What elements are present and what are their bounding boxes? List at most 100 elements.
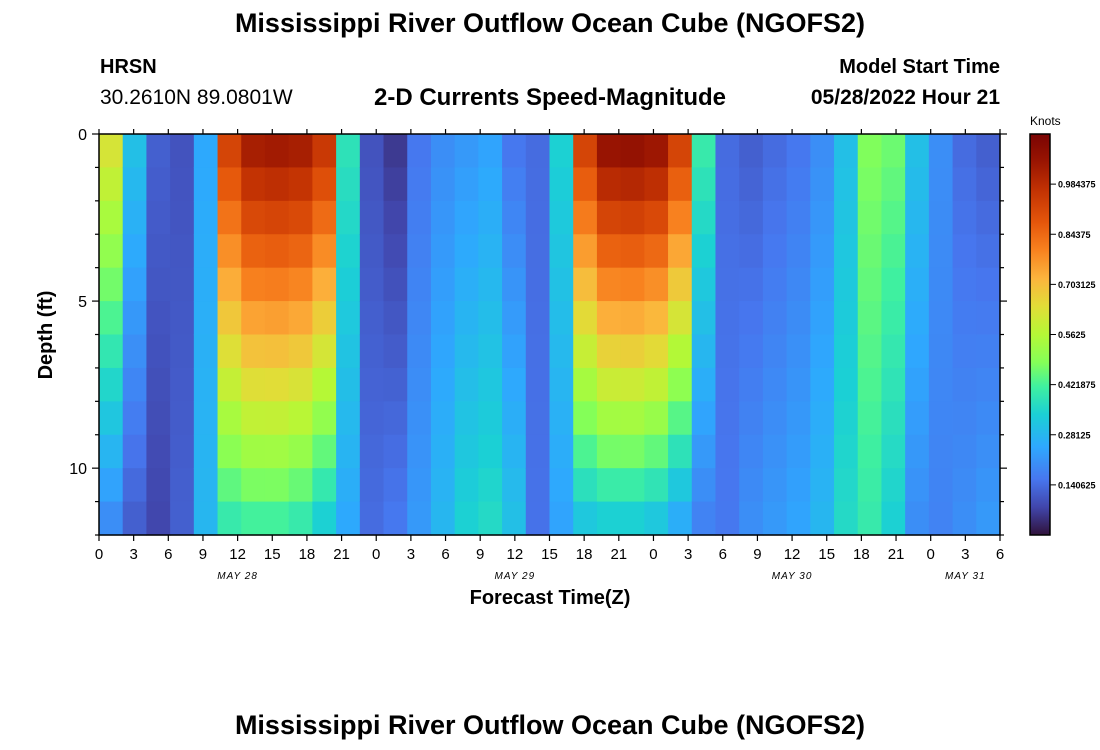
heatmap-cell (928, 134, 954, 169)
heatmap-cell (573, 267, 598, 302)
x-tick-label: 6 (719, 546, 727, 563)
heatmap-cell (99, 267, 124, 302)
heatmap-cell (691, 501, 717, 536)
heatmap-cell (762, 167, 788, 202)
date-labels: MAY 28 MAY 29 MAY 30 MAY 31 (217, 571, 984, 582)
heatmap-cell (549, 267, 574, 302)
heatmap-cell (905, 134, 930, 169)
heatmap-cell (905, 468, 930, 503)
heatmap-cell (336, 301, 361, 336)
heatmap-cell (170, 200, 195, 235)
heatmap-cell (620, 401, 645, 436)
heatmap-cell (928, 501, 954, 536)
heatmap-cell (596, 167, 622, 202)
heatmap-cell (502, 134, 527, 169)
heatmap-cell (715, 167, 740, 202)
heatmap-cell (454, 434, 479, 469)
heatmap-cell (573, 334, 598, 369)
heatmap-cell (762, 468, 788, 503)
heatmap-cell (288, 501, 313, 536)
heatmap-cell (454, 334, 479, 369)
chart-title: Mississippi River Outflow Ocean Cube (NG… (234, 8, 866, 38)
heatmap-cell (786, 401, 811, 436)
heatmap-cell (478, 468, 503, 503)
heatmap-cell (620, 501, 645, 536)
heatmap-cell (691, 234, 717, 269)
heatmap-cell (881, 134, 906, 169)
heatmap-cell (525, 301, 551, 336)
heatmap-cell (976, 301, 1001, 336)
heatmap-cell (596, 434, 622, 469)
heatmap-cell (264, 334, 290, 369)
heatmap-cell (407, 501, 432, 536)
heatmap-cell (122, 434, 148, 469)
heatmap-cell (834, 267, 859, 302)
heatmap-cell (383, 334, 408, 369)
heatmap-cell (549, 334, 574, 369)
heatmap-cell (407, 468, 432, 503)
heatmap-cell (952, 334, 977, 369)
heatmap-cell (217, 468, 242, 503)
heatmap-cell (193, 200, 219, 235)
heatmap-cell (762, 301, 788, 336)
heatmap-cell (762, 401, 788, 436)
x-tick-label: 0 (927, 546, 935, 563)
heatmap-cell (668, 434, 693, 469)
heatmap-cell (644, 468, 669, 503)
heatmap-cell (312, 234, 337, 269)
heatmap-cell (525, 167, 551, 202)
heatmap-cell (264, 267, 290, 302)
colorbar-label: Knots (1030, 114, 1061, 128)
heatmap-cell (668, 468, 693, 503)
heatmap-cell (715, 501, 740, 536)
heatmap-cell (146, 434, 171, 469)
heatmap-cell (644, 167, 669, 202)
heatmap-cell (241, 234, 266, 269)
heatmap-cell (857, 267, 883, 302)
heatmap-cell (905, 401, 930, 436)
heatmap-cell (359, 501, 385, 536)
heatmap-cell (573, 301, 598, 336)
y-tick-label: 5 (78, 294, 87, 311)
heatmap-cell (549, 200, 574, 235)
heatmap-cell (454, 234, 479, 269)
heatmap-cell (668, 234, 693, 269)
x-tick-label: 6 (441, 546, 449, 563)
x-tick-label: 9 (753, 546, 761, 563)
heatmap-cell (549, 367, 574, 402)
heatmap-cell (644, 301, 669, 336)
heatmap-cell (810, 234, 835, 269)
heatmap-cell (549, 434, 574, 469)
heatmap-cell (122, 334, 148, 369)
heatmap-cell (264, 134, 290, 169)
heatmap-cell (881, 434, 906, 469)
heatmap-cell (312, 401, 337, 436)
heatmap-cell (881, 167, 906, 202)
heatmap-cell (502, 167, 527, 202)
heatmap-cell (834, 401, 859, 436)
heatmap-cell (834, 334, 859, 369)
heatmap-cell (264, 234, 290, 269)
heatmap-cell (620, 200, 645, 235)
heatmap-cell (834, 367, 859, 402)
heatmap-cell (857, 301, 883, 336)
heatmap-cell (976, 167, 1001, 202)
heatmap-cell (193, 134, 219, 169)
heatmap-cell (312, 134, 337, 169)
heatmap-cell (810, 501, 835, 536)
heatmap-cell (881, 234, 906, 269)
heatmap-cell (525, 367, 551, 402)
heatmap-cell (762, 501, 788, 536)
heatmap-cell (336, 434, 361, 469)
heatmap-cell (454, 401, 479, 436)
heatmap-cell (359, 434, 385, 469)
heatmap-cell (430, 267, 456, 302)
heatmap-cell (620, 267, 645, 302)
date-label: MAY 28 (217, 571, 258, 582)
heatmap-cell (336, 334, 361, 369)
heatmap-cell (264, 434, 290, 469)
heatmap-cell (525, 267, 551, 302)
heatmap-cell (573, 468, 598, 503)
heatmap-cell (691, 434, 717, 469)
